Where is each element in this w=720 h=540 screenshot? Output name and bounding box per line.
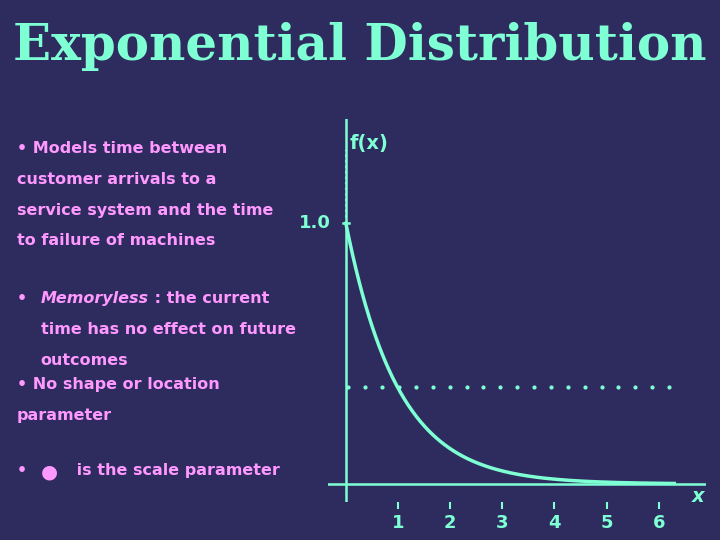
- Text: • Models time between: • Models time between: [17, 141, 228, 156]
- Text: outcomes: outcomes: [40, 353, 128, 368]
- Text: x: x: [691, 488, 704, 507]
- Text: Exponential Distribution: Exponential Distribution: [13, 22, 707, 71]
- Text: ●: ●: [40, 463, 58, 482]
- Text: • No shape or location: • No shape or location: [17, 377, 220, 392]
- Text: is the scale parameter: is the scale parameter: [71, 463, 280, 478]
- Text: to failure of machines: to failure of machines: [17, 233, 215, 248]
- Text: service system and the time: service system and the time: [17, 202, 274, 218]
- Text: 1.0: 1.0: [300, 214, 331, 232]
- Text: parameter: parameter: [17, 408, 112, 423]
- Text: Memoryless: Memoryless: [40, 291, 148, 306]
- Text: customer arrivals to a: customer arrivals to a: [17, 172, 216, 187]
- Text: time has no effect on future: time has no effect on future: [40, 322, 296, 337]
- Text: : the current: : the current: [149, 291, 269, 306]
- Text: •: •: [17, 291, 32, 306]
- Text: f(x): f(x): [350, 134, 389, 153]
- Text: •: •: [17, 463, 32, 478]
